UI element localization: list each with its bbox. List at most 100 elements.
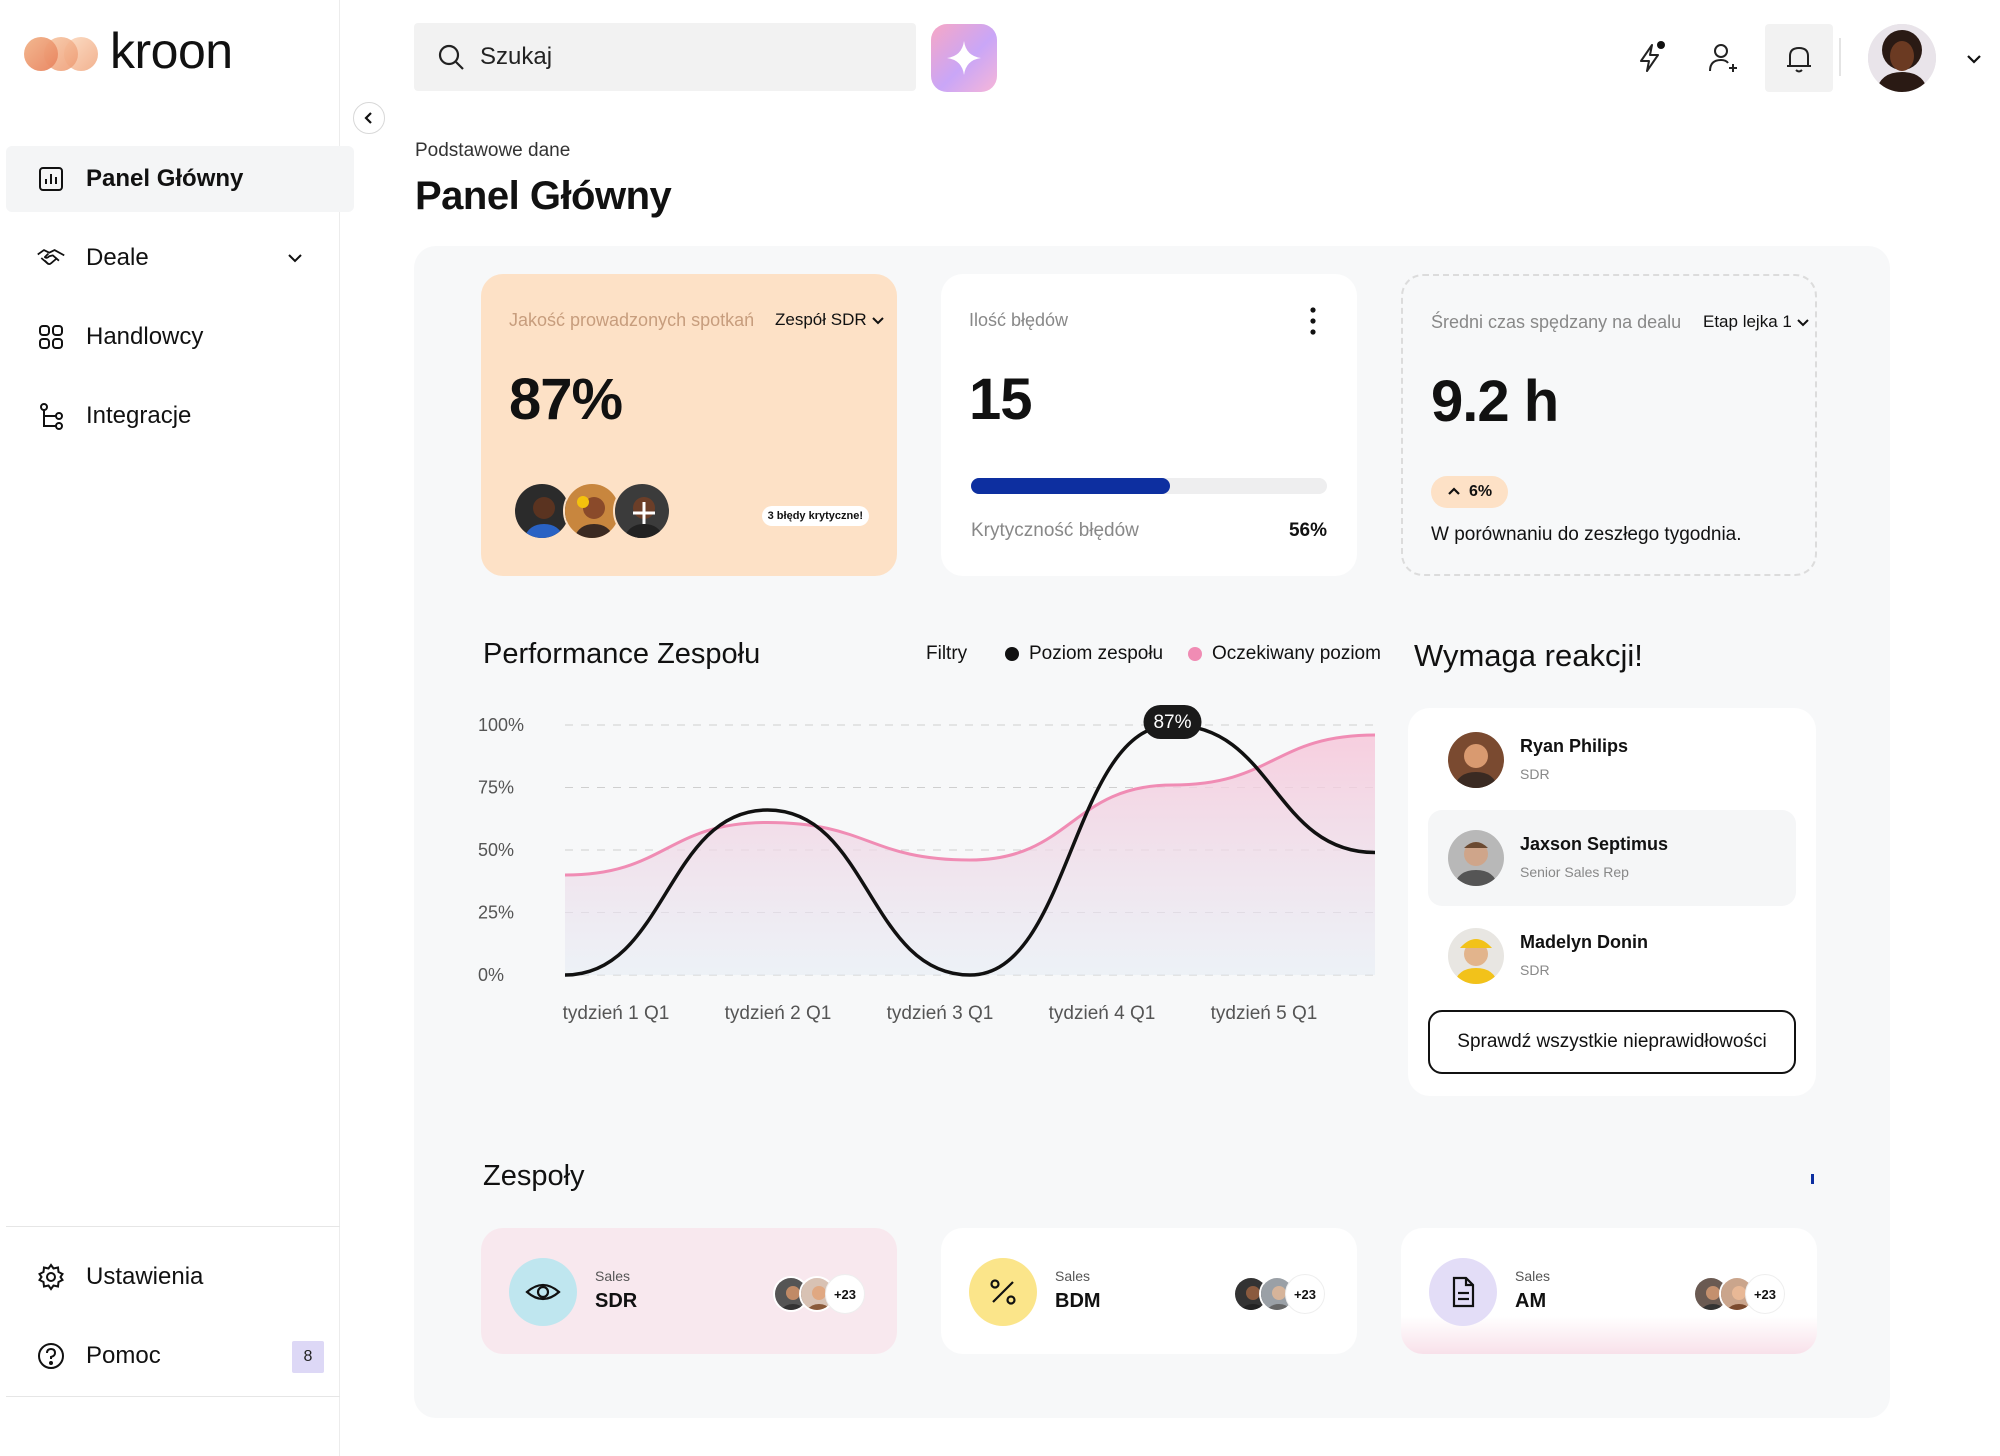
expected-level-point[interactable]: [966, 856, 974, 864]
account-chevron-down-icon[interactable]: [1963, 48, 1985, 70]
legend-dot: [1188, 647, 1202, 661]
meeting-quality-card: Jakość prowadzonych spotkań Zespół SDR 8…: [481, 274, 897, 576]
team-select[interactable]: Zespół SDR: [775, 310, 885, 330]
attention-role: SDR: [1520, 766, 1550, 782]
chart-icon: [36, 164, 66, 194]
team-category: Sales: [1515, 1268, 1551, 1284]
x-tick-label: tydzień 2 Q1: [725, 1003, 832, 1024]
sidebar-divider: [6, 1226, 340, 1227]
card-value: 15: [969, 367, 1033, 432]
team-avatar-group: +23: [1693, 1274, 1785, 1314]
team-card-am[interactable]: Sales AM +23: [1401, 1228, 1817, 1354]
expected-level-area: [565, 735, 1375, 975]
expected-level-point[interactable]: [1371, 731, 1379, 739]
card-label: Jakość prowadzonych spotkań: [509, 310, 755, 330]
eye-icon: [509, 1258, 577, 1326]
legend-label: Oczekiwany poziom: [1212, 643, 1381, 664]
x-tick-label: tydzień 3 Q1: [887, 1003, 994, 1024]
peak-tooltip: 87%: [1143, 705, 1202, 739]
add-user-button[interactable]: [1690, 24, 1758, 92]
critical-errors-badge: 3 błędy krytyczne!: [761, 506, 869, 526]
logo[interactable]: kroon: [24, 26, 233, 76]
card-label: Średni czas spędzany na dealu: [1431, 312, 1682, 332]
severity-progress-bar: [971, 478, 1327, 494]
help-icon: [36, 1341, 66, 1371]
attention-item[interactable]: Ryan Philips SDR: [1428, 712, 1796, 808]
y-tick-label: 100%: [478, 715, 524, 735]
avatar: [1448, 830, 1504, 886]
ai-assistant-button[interactable]: [931, 24, 997, 92]
attention-item[interactable]: Madelyn Donin SDR: [1428, 908, 1796, 1004]
x-tick-label: tydzień 4 Q1: [1049, 1003, 1156, 1024]
team-level-point[interactable]: [561, 971, 569, 979]
y-tick-label: 0%: [478, 965, 504, 985]
sidebar-item-integracje[interactable]: Integracje: [6, 383, 354, 449]
chevron-down-icon: [1797, 319, 1809, 327]
chevron-down-icon: [871, 317, 884, 325]
more-members-count[interactable]: +23: [1285, 1274, 1325, 1314]
avatar[interactable]: [613, 482, 671, 540]
expected-level-line: [564, 733, 1376, 877]
chart-title: Performance Zespołu: [483, 638, 761, 670]
sidebar-item-label: Deale: [86, 244, 149, 271]
severity-progress-fill: [971, 478, 1171, 494]
errors-count-card: Ilość błędów 15 Krytyczność błędów 56%: [941, 274, 1357, 576]
chart-filters-button[interactable]: Filtry: [926, 643, 968, 664]
legend-dot: [1005, 647, 1019, 661]
sidebar-item-label: Handlowcy: [86, 323, 204, 350]
team-avatar-group: +23: [773, 1274, 865, 1314]
handshake-icon: [36, 243, 66, 273]
check-all-issues-button[interactable]: Sprawdź wszystkie nieprawidłowości: [1428, 1010, 1796, 1074]
expected-level-point[interactable]: [1169, 781, 1177, 789]
avatar[interactable]: [563, 482, 621, 540]
sidebar-item-deale[interactable]: Deale: [6, 225, 354, 291]
sidebar-divider: [6, 1396, 340, 1397]
breadcrumb: Podstawowe dane: [415, 140, 571, 161]
funnel-stage-select[interactable]: Etap lejka 1: [1703, 312, 1810, 332]
expected-level-point[interactable]: [561, 871, 569, 879]
deal-time-card: Średni czas spędzany na dealu Etap lejka…: [1401, 274, 1817, 576]
search-placeholder: Szukaj: [480, 43, 553, 70]
teams-title: Zespoły: [483, 1160, 585, 1192]
expected-level-point[interactable]: [764, 819, 772, 827]
sidebar-item-ustawienia[interactable]: Ustawienia: [6, 1244, 354, 1310]
team-level-point[interactable]: [1169, 721, 1177, 729]
sidebar-item-label: Pomoc: [86, 1342, 161, 1369]
collapse-sidebar-button[interactable]: [353, 102, 385, 134]
legend-item-expected-level[interactable]: Oczekiwany poziom: [1188, 643, 1381, 665]
team-level-point[interactable]: [1371, 849, 1379, 857]
attention-list: Ryan Philips SDR Jaxson Septimus Senior …: [1408, 708, 1816, 1096]
attention-name: Ryan Philips: [1520, 736, 1629, 756]
avatar: [1448, 732, 1504, 788]
search-input[interactable]: Szukaj: [414, 23, 916, 91]
card-label: Ilość błędów: [969, 310, 1069, 330]
svg-text:87%: 87%: [1153, 712, 1191, 733]
percent-icon: [969, 1258, 1037, 1326]
team-card-sdr[interactable]: Sales SDR +23: [481, 1228, 897, 1354]
attention-item[interactable]: Jaxson Septimus Senior Sales Rep: [1428, 810, 1796, 906]
notifications-button[interactable]: [1765, 24, 1833, 92]
more-options-icon[interactable]: [1309, 306, 1317, 336]
activity-button[interactable]: [1616, 24, 1684, 92]
team-level-point[interactable]: [764, 806, 772, 814]
more-members-count[interactable]: +23: [1745, 1274, 1785, 1314]
team-level-point[interactable]: [966, 971, 974, 979]
funnel-stage-value: Etap lejka 1: [1703, 312, 1792, 331]
chevron-down-icon[interactable]: [284, 247, 306, 276]
chevron-left-icon: [364, 112, 372, 124]
user-avatar[interactable]: [1868, 24, 1936, 92]
document-icon: [1429, 1258, 1497, 1326]
team-level-line: [564, 723, 1376, 977]
card-value: 87%: [509, 367, 623, 432]
sidebar-item-label: Integracje: [86, 402, 192, 429]
team-card-bdm[interactable]: Sales BDM +23: [941, 1228, 1357, 1354]
trend-value: 6%: [1469, 483, 1493, 500]
sidebar-item-handlowcy[interactable]: Handlowcy: [6, 304, 354, 370]
sidebar-item-panel-glowny[interactable]: Panel Główny: [6, 146, 354, 212]
sidebar-item-pomoc[interactable]: Pomoc 8: [6, 1323, 354, 1389]
more-members-count[interactable]: +23: [825, 1274, 865, 1314]
team-category: Sales: [1055, 1268, 1091, 1284]
sidebar: kroon Panel Główny Deale Handlowcy: [0, 0, 354, 1456]
legend-item-team-level[interactable]: Poziom zespołu: [1005, 643, 1163, 665]
search-icon: [438, 44, 464, 70]
